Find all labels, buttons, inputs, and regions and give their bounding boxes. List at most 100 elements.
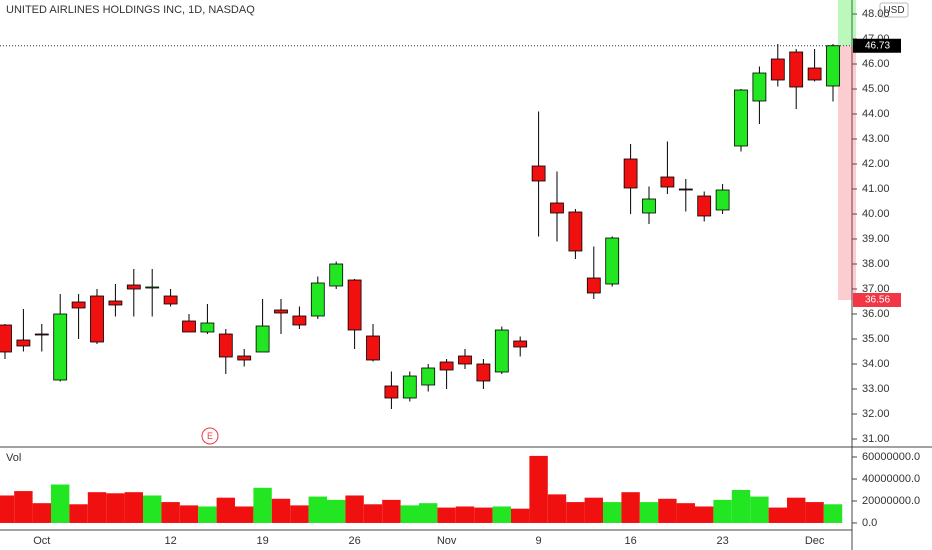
y-tick-label: 37.00 — [862, 283, 890, 295]
currency-label[interactable]: USD — [883, 5, 904, 16]
last-price-box — [853, 38, 901, 53]
volume-bar — [51, 484, 70, 523]
x-tick-label: 9 — [536, 535, 542, 547]
y-tick-label: 32.00 — [862, 408, 890, 420]
candle-body — [182, 320, 196, 333]
candle-body — [476, 363, 491, 382]
volume-bar — [400, 505, 419, 523]
volume-bar — [547, 494, 567, 523]
last-price-label: 46.73 — [865, 40, 890, 51]
y-tick-label: 41.00 — [862, 183, 890, 195]
candle-body — [237, 355, 252, 361]
y-tick-label: 33.00 — [862, 383, 890, 395]
y-tick-label: 40000000.0 — [862, 473, 920, 485]
range-down — [838, 45, 856, 300]
candle-body — [53, 313, 68, 381]
volume-bar — [143, 495, 162, 523]
y-tick-label: 20000000.0 — [862, 495, 920, 507]
candle-body — [421, 367, 436, 386]
volume-bar — [492, 506, 511, 523]
x-tick-label: 23 — [716, 535, 728, 547]
x-tick-label: Dec — [805, 535, 825, 547]
volume-bar — [179, 505, 199, 523]
candle-body — [255, 325, 270, 353]
candle-body — [329, 263, 344, 287]
x-tick-label: 26 — [348, 535, 360, 547]
volume-bar — [382, 499, 401, 523]
volume-bar — [676, 503, 695, 523]
volume-bar — [0, 495, 15, 523]
volume-bar — [235, 506, 254, 523]
volume-bar — [216, 497, 235, 523]
y-tick-label: 42.00 — [862, 158, 890, 170]
candle-body — [586, 277, 601, 294]
y-tick-label: 48.00 — [862, 8, 890, 20]
candle-body — [568, 211, 583, 252]
x-tick-label: 19 — [256, 535, 268, 547]
y-tick-label: 46.00 — [862, 58, 890, 70]
volume-bar — [253, 487, 272, 523]
volume-bar — [327, 499, 346, 523]
volume-bar — [621, 492, 640, 523]
volume-bar — [345, 495, 364, 523]
y-tick-label: 39.00 — [862, 233, 890, 245]
candle-body — [16, 339, 31, 347]
y-tick-label: 31.00 — [862, 433, 890, 445]
candle-body — [605, 237, 620, 285]
candle-body — [770, 58, 785, 81]
volume-bar — [308, 496, 327, 523]
volume-bar — [731, 489, 751, 523]
candle-body — [384, 385, 399, 399]
candle-body — [145, 286, 160, 289]
volume-bar — [161, 502, 180, 523]
y-tick-label: 36.00 — [862, 308, 890, 320]
volume-bar — [695, 506, 714, 523]
volume-bar — [474, 507, 493, 523]
x-tick-label: Nov — [437, 535, 457, 547]
candle-body — [292, 315, 307, 326]
currency-badge[interactable] — [879, 2, 909, 18]
candle-body — [642, 198, 656, 214]
volume-bar — [14, 491, 33, 523]
volume-bar — [805, 502, 824, 523]
volume-bar — [363, 504, 383, 523]
volume-bar — [87, 492, 107, 523]
candle-body — [697, 195, 712, 217]
candle-body — [218, 333, 233, 358]
candle-body — [71, 301, 86, 309]
volume-bar — [823, 504, 843, 523]
volume-bar — [639, 502, 659, 523]
volume-bar — [419, 503, 438, 523]
x-tick-label: 16 — [624, 535, 636, 547]
volume-bar — [750, 496, 769, 523]
candle-body — [347, 279, 362, 331]
volume-bar — [198, 506, 217, 523]
chart-title: UNITED AIRLINES HOLDINGS INC, 1D, NASDAQ — [6, 4, 255, 16]
range-up — [838, 0, 856, 46]
volume-title: Vol — [6, 452, 21, 464]
y-tick-label: 40.00 — [862, 208, 890, 220]
candle-body — [108, 300, 123, 306]
candle-body — [789, 51, 804, 88]
volume-bar — [603, 502, 622, 523]
candle-body — [531, 165, 546, 182]
volume-bar — [271, 498, 291, 523]
candle-body — [439, 361, 454, 371]
earnings-label[interactable]: E — [207, 431, 213, 441]
volume-bar — [584, 497, 603, 523]
candle-body — [0, 324, 12, 353]
candle-body — [402, 375, 417, 399]
candle-body — [90, 295, 104, 343]
candle-body — [752, 72, 767, 102]
volume-bar — [32, 503, 51, 523]
candle-body — [200, 322, 215, 333]
candle-body — [623, 158, 638, 189]
volume-bar — [787, 497, 806, 523]
volume-bar — [290, 505, 309, 523]
volume-bar — [658, 498, 677, 523]
earnings-badge[interactable] — [201, 427, 219, 445]
x-tick-label: 12 — [164, 535, 176, 547]
marker-price-box — [853, 293, 901, 307]
